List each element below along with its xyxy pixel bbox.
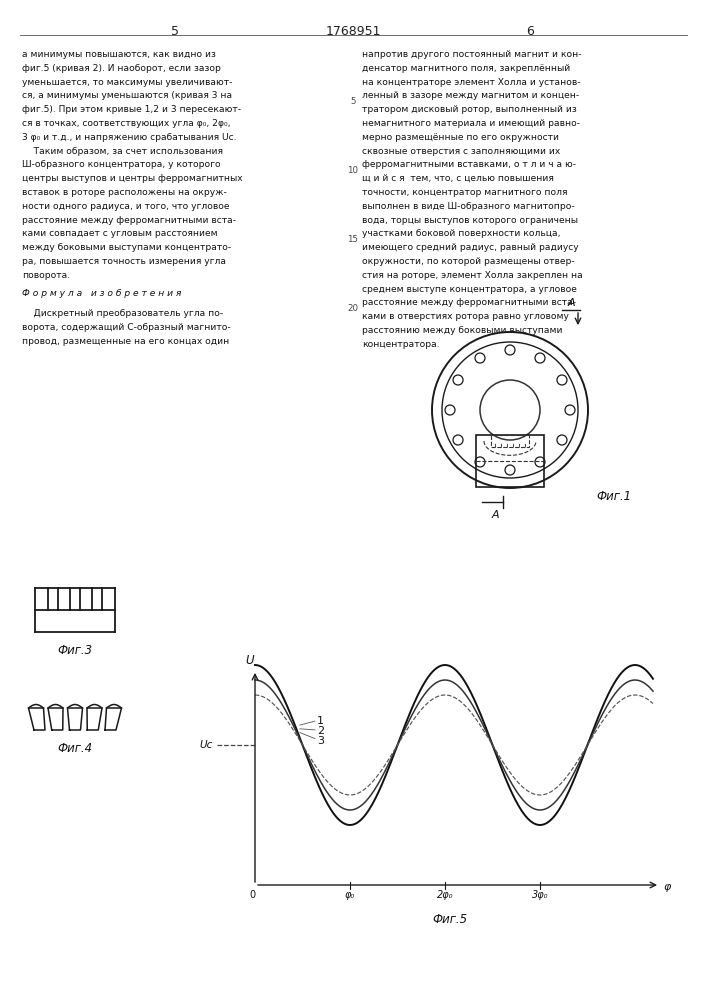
Text: центры выступов и центры ферромагнитных: центры выступов и центры ферромагнитных <box>22 174 243 183</box>
Text: ферромагнитными вставками, о т л и ч а ю-: ферромагнитными вставками, о т л и ч а ю… <box>362 160 576 169</box>
Text: ками в отверстиях ротора равно угловому: ками в отверстиях ротора равно угловому <box>362 312 569 321</box>
Text: Таким образом, за счет использования: Таким образом, за счет использования <box>22 147 223 156</box>
Text: 2: 2 <box>317 726 324 736</box>
Text: ленный в зазоре между магнитом и концен-: ленный в зазоре между магнитом и концен- <box>362 91 579 100</box>
Text: 3φ₀: 3φ₀ <box>532 890 548 900</box>
Text: стия на роторе, элемент Холла закреплен на: стия на роторе, элемент Холла закреплен … <box>362 271 583 280</box>
Text: 5: 5 <box>350 97 356 106</box>
Text: ности одного радиуса, и того, что угловое: ности одного радиуса, и того, что углово… <box>22 202 230 211</box>
Text: расстояние между ферромагнитными вста-: расстояние между ферромагнитными вста- <box>362 298 576 307</box>
Text: U: U <box>246 654 255 667</box>
Text: фиг.5). При этом кривые 1,2 и 3 пересекают-: фиг.5). При этом кривые 1,2 и 3 пересека… <box>22 105 241 114</box>
Text: А: А <box>567 298 575 308</box>
Text: выполнен в виде Ш-образного магнитопро-: выполнен в виде Ш-образного магнитопро- <box>362 202 575 211</box>
Text: ся в точках, соответствующих угла φ₀, 2φ₀,: ся в точках, соответствующих угла φ₀, 2φ… <box>22 119 230 128</box>
Bar <box>491 435 529 447</box>
Text: среднем выступе концентратора, а угловое: среднем выступе концентратора, а угловое <box>362 285 577 294</box>
Text: имеющего средний радиус, равный радиусу: имеющего средний радиус, равный радиусу <box>362 243 578 252</box>
Text: 20: 20 <box>348 304 358 313</box>
Text: ками совпадает с угловым расстоянием: ками совпадает с угловым расстоянием <box>22 229 218 238</box>
Text: 1: 1 <box>317 716 324 726</box>
Text: точности, концентратор магнитного поля: точности, концентратор магнитного поля <box>362 188 568 197</box>
Text: окружности, по которой размещены отвер-: окружности, по которой размещены отвер- <box>362 257 575 266</box>
Text: вода, торцы выступов которого ограничены: вода, торцы выступов которого ограничены <box>362 216 578 225</box>
Text: тратором дисковый ротор, выполненный из: тратором дисковый ротор, выполненный из <box>362 105 577 114</box>
Text: 6: 6 <box>526 25 534 38</box>
Text: между боковыми выступами концентрато-: между боковыми выступами концентрато- <box>22 243 231 252</box>
Text: поворота.: поворота. <box>22 271 70 280</box>
Text: 5: 5 <box>171 25 179 38</box>
Text: 2φ₀: 2φ₀ <box>437 890 453 900</box>
Text: ра, повышается точность измерения угла: ра, повышается точность измерения угла <box>22 257 226 266</box>
Text: расстояние между ферромагнитными вста-: расстояние между ферромагнитными вста- <box>22 216 236 225</box>
Text: Фиг.5: Фиг.5 <box>433 913 467 926</box>
Text: немагнитного материала и имеющий равно-: немагнитного материала и имеющий равно- <box>362 119 580 128</box>
Text: 15: 15 <box>348 235 358 244</box>
Text: Ф о р м у л а   и з о б р е т е н и я: Ф о р м у л а и з о б р е т е н и я <box>22 289 182 298</box>
Text: 0: 0 <box>249 890 255 900</box>
Text: фиг.5 (кривая 2). И наоборот, если зазор: фиг.5 (кривая 2). И наоборот, если зазор <box>22 64 221 73</box>
Text: концентратора.: концентратора. <box>362 340 440 349</box>
Text: φ: φ <box>663 882 670 892</box>
Text: мерно размещённые по его окружности: мерно размещённые по его окружности <box>362 133 559 142</box>
Text: щ и й с я  тем, что, с целью повышения: щ и й с я тем, что, с целью повышения <box>362 174 554 183</box>
Text: Фиг.4: Фиг.4 <box>57 742 93 755</box>
Text: провод, размещенные на его концах один: провод, размещенные на его концах один <box>22 337 229 346</box>
Text: Фиг.3: Фиг.3 <box>57 644 93 657</box>
Text: Ш-образного концентратора, у которого: Ш-образного концентратора, у которого <box>22 160 221 169</box>
Text: Фиг.1: Фиг.1 <box>596 490 631 504</box>
Text: участками боковой поверхности кольца,: участками боковой поверхности кольца, <box>362 229 561 238</box>
Text: ворота, содержащий С-образный магнито-: ворота, содержащий С-образный магнито- <box>22 323 230 332</box>
Text: вставок в роторе расположены на окруж-: вставок в роторе расположены на окруж- <box>22 188 227 197</box>
Text: 3: 3 <box>317 736 324 746</box>
Text: 3 φ₀ и т.д., и напряжению срабатывания Uс.: 3 φ₀ и т.д., и напряжению срабатывания U… <box>22 133 237 142</box>
Text: 1768951: 1768951 <box>325 25 381 38</box>
Text: А: А <box>491 510 499 520</box>
Text: ся, а минимумы уменьшаются (кривая 3 на: ся, а минимумы уменьшаются (кривая 3 на <box>22 91 232 100</box>
Text: Uс: Uс <box>199 740 213 750</box>
Text: напротив другого постоянный магнит и кон-: напротив другого постоянный магнит и кон… <box>362 50 581 59</box>
Text: а минимумы повышаются, как видно из: а минимумы повышаются, как видно из <box>22 50 216 59</box>
Text: уменьшается, то максимумы увеличивают-: уменьшается, то максимумы увеличивают- <box>22 78 233 87</box>
Bar <box>476 435 544 487</box>
Text: расстоянию между боковыми выступами: расстоянию между боковыми выступами <box>362 326 563 335</box>
Text: φ₀: φ₀ <box>345 890 355 900</box>
Text: денсатор магнитного поля, закреплённый: денсатор магнитного поля, закреплённый <box>362 64 571 73</box>
Text: сквозные отверстия с заполняющими их: сквозные отверстия с заполняющими их <box>362 147 560 156</box>
Text: на концентраторе элемент Холла и установ-: на концентраторе элемент Холла и установ… <box>362 78 580 87</box>
Text: 10: 10 <box>348 166 358 175</box>
Text: Дискретный преобразователь угла по-: Дискретный преобразователь угла по- <box>22 309 223 318</box>
